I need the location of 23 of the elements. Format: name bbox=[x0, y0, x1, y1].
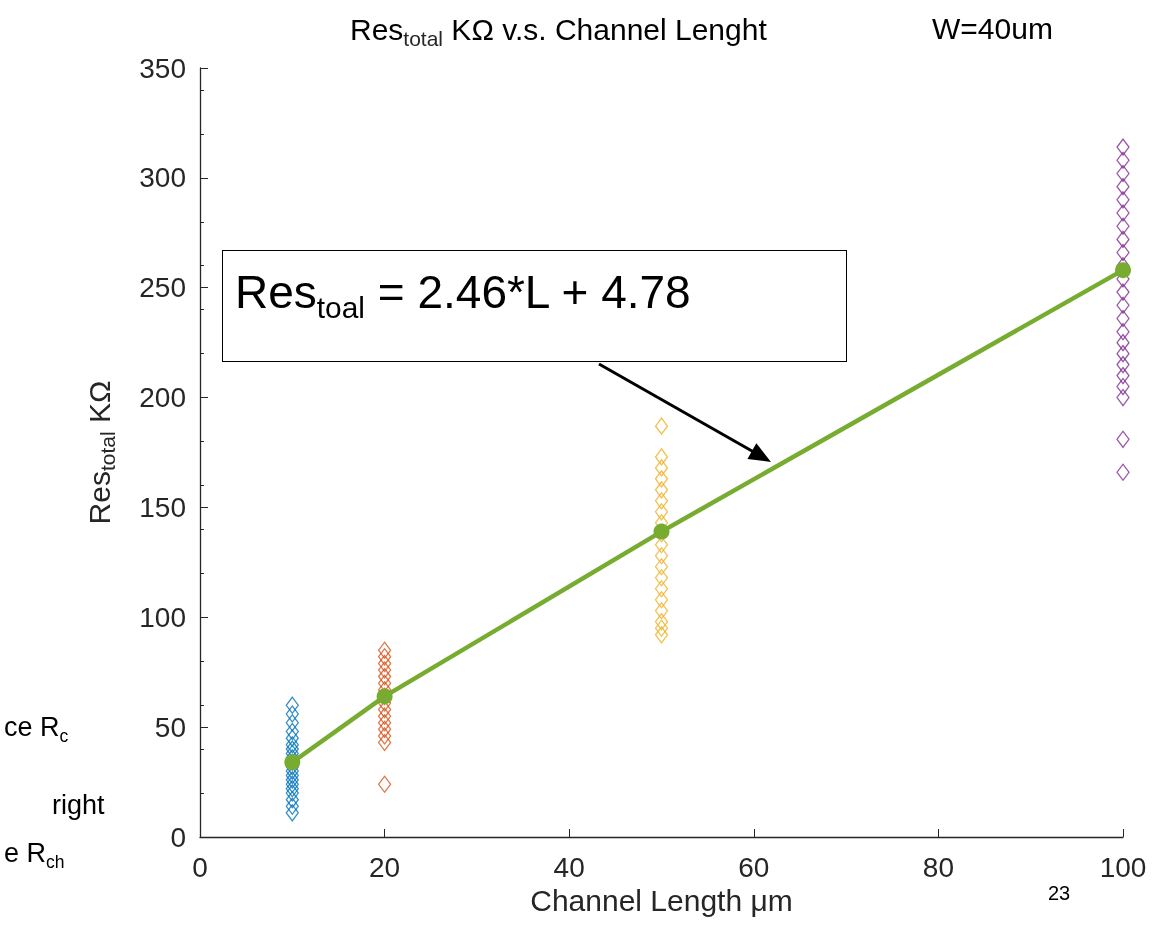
y-tick-label: 250 bbox=[139, 272, 186, 304]
y-tick-label: 0 bbox=[170, 821, 186, 853]
y-tick-label: 150 bbox=[139, 491, 186, 523]
x-tick-label: 100 bbox=[1099, 851, 1147, 883]
text: W=40um bbox=[932, 12, 1053, 46]
x-tick-label: 0 bbox=[192, 851, 208, 883]
x-tick-label: 80 bbox=[922, 851, 954, 883]
y-axis-title: Restotal KΩ bbox=[82, 380, 119, 525]
x-tick-label: 40 bbox=[553, 851, 585, 883]
y-tick-label: 50 bbox=[154, 711, 186, 743]
y-tick-label: 350 bbox=[139, 52, 186, 84]
x-tick-label: 20 bbox=[369, 851, 401, 883]
text: e R$_{ch}$ bbox=[4, 838, 65, 874]
y-tick-label: 200 bbox=[139, 382, 186, 414]
text: right bbox=[52, 790, 105, 821]
y-tick-label: 100 bbox=[139, 601, 186, 633]
x-axis-title: Channel Length μm bbox=[530, 884, 793, 918]
annotation: Res$_{toal}$ = 2.46*L + 4.78 bbox=[235, 265, 691, 326]
x-tick-label: 60 bbox=[738, 851, 770, 883]
y-tick-label: 300 bbox=[139, 162, 186, 194]
text: ce R$_{c}$ bbox=[4, 712, 69, 748]
text-box: Res$_{toal}$ = 2.46*L + 4.78 bbox=[222, 250, 847, 362]
text: 23 bbox=[1048, 882, 1071, 905]
